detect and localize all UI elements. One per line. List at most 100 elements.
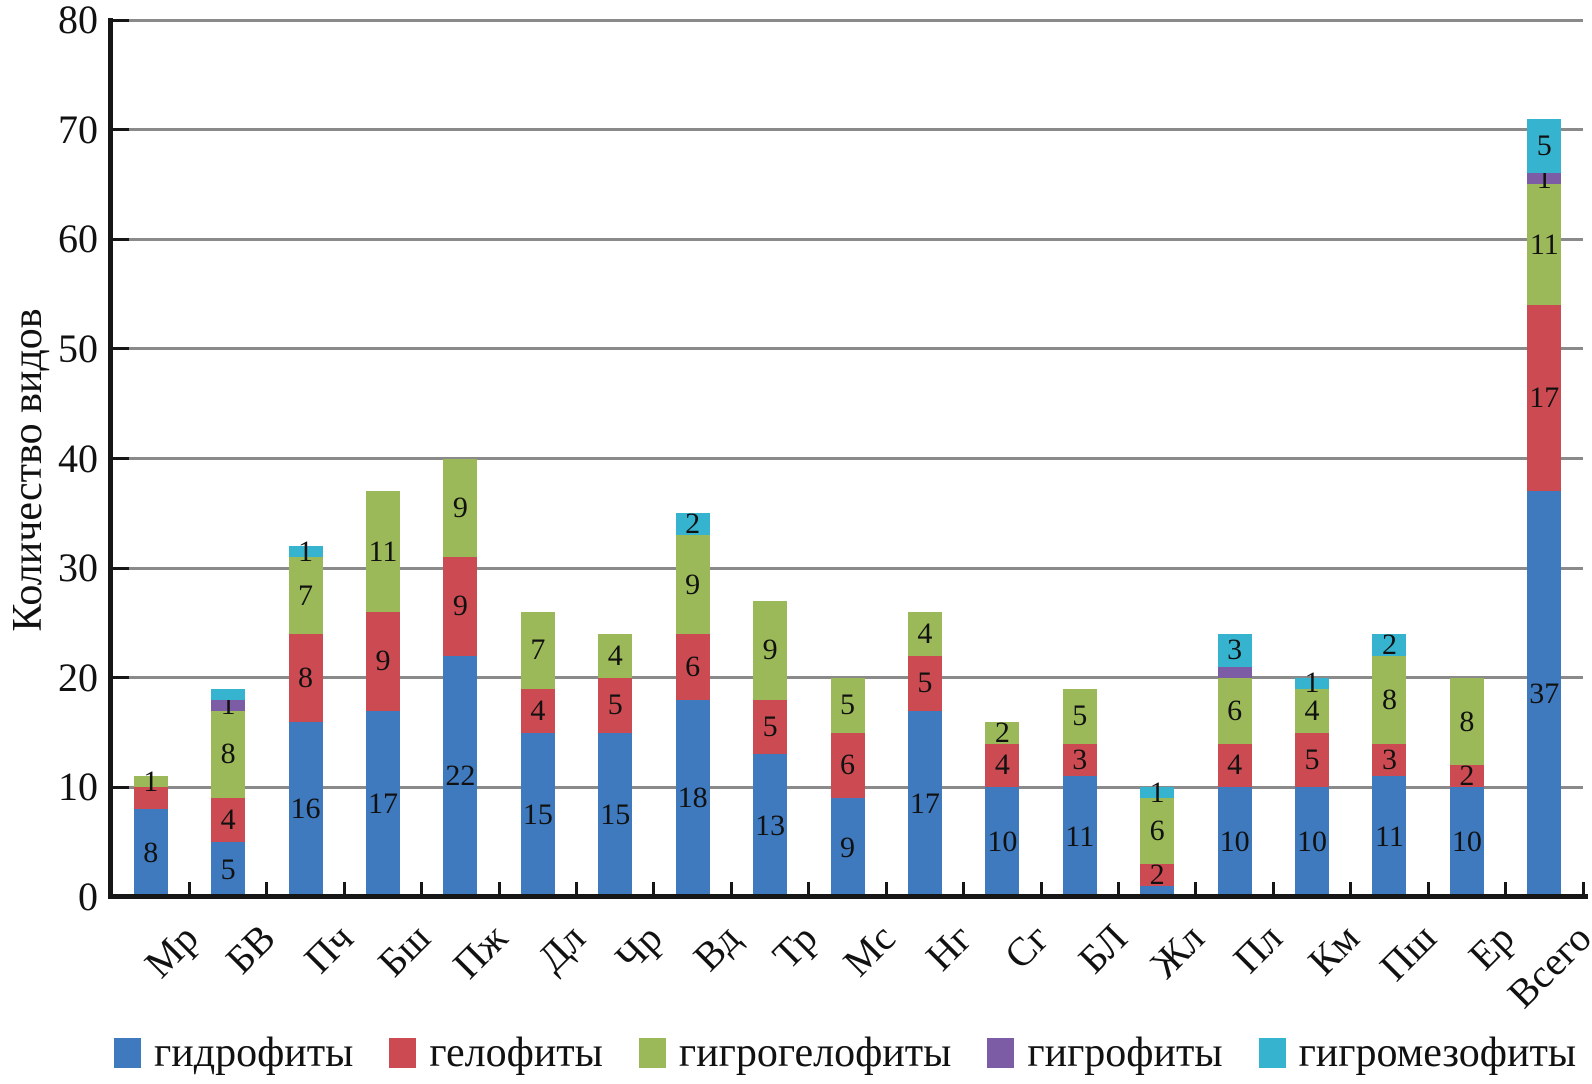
value-label-Пл-гигрогелофиты: 6 bbox=[1227, 693, 1243, 727]
bar-segment-Жл-гигромезофиты bbox=[1140, 787, 1175, 799]
x-boundary-tick-1 bbox=[187, 882, 191, 895]
bar-segment-Сг-гигрогелофиты bbox=[985, 721, 1020, 744]
y-tick-label-40: 40 bbox=[58, 435, 98, 481]
bar-segment-Пч-гидрофиты bbox=[288, 721, 323, 897]
value-label-Пч-гидрофиты: 16 bbox=[290, 792, 321, 826]
value-label-Км-гигрогелофиты: 4 bbox=[1304, 693, 1320, 727]
y-tick-10 bbox=[112, 785, 129, 789]
x-boundary-tick-3 bbox=[342, 882, 346, 895]
value-label-Нг-гидрофиты: 17 bbox=[909, 786, 940, 820]
value-label-БЛ-гелофиты: 3 bbox=[1072, 742, 1088, 776]
bar-segment-Сг-гелофиты bbox=[985, 743, 1020, 788]
value-label-Чр-гидрофиты: 15 bbox=[600, 797, 631, 831]
legend-item-гигромезофиты: гигромезофиты bbox=[1258, 1030, 1576, 1076]
value-label-Мс-гидрофиты: 9 bbox=[840, 830, 855, 864]
bar-segment-Пл-гелофиты bbox=[1217, 743, 1252, 788]
bar-segment-Вд-гигрогелофиты bbox=[675, 535, 710, 634]
bar-segment-Дл-гидрофиты bbox=[520, 732, 555, 897]
category-label-Пл: Пл bbox=[1224, 915, 1291, 982]
value-label-Мр-гигрогелофиты: 1 bbox=[143, 764, 159, 798]
category-label-Км: Км bbox=[1299, 915, 1368, 984]
x-boundary-tick-19 bbox=[1581, 882, 1585, 895]
value-label-Вд-гелофиты: 6 bbox=[685, 649, 701, 683]
x-boundary-tick-8 bbox=[729, 882, 733, 895]
bar-segment-Пш-гидрофиты bbox=[1372, 776, 1407, 897]
value-label-Тр-гидрофиты: 13 bbox=[755, 808, 786, 842]
bar-segment-Пш-гелофиты bbox=[1372, 743, 1407, 777]
bar-segment-Мс-гелофиты bbox=[830, 732, 865, 799]
value-label-БВ-гидрофиты: 5 bbox=[220, 852, 236, 886]
bar-segment-Вд-гидрофиты bbox=[675, 699, 710, 897]
bar-segment-Пл-гигрогелофиты bbox=[1217, 677, 1252, 744]
x-boundary-tick-11 bbox=[962, 882, 966, 895]
y-tick-50 bbox=[112, 347, 129, 351]
value-label-Мс-гигрогелофиты: 5 bbox=[840, 688, 855, 722]
value-label-Км-гидрофиты: 10 bbox=[1297, 825, 1328, 859]
bar-segment-Бш-гигрогелофиты bbox=[365, 491, 400, 612]
x-boundary-tick-6 bbox=[575, 882, 579, 895]
value-label-Чр-гигрогелофиты: 4 bbox=[607, 638, 623, 672]
gridline-70 bbox=[112, 128, 1583, 132]
gridline-40 bbox=[112, 457, 1583, 460]
bar-segment-Чр-гидрофиты bbox=[598, 732, 633, 897]
y-tick-label-60: 60 bbox=[58, 216, 98, 262]
legend-item-гигрофиты: гигрофиты bbox=[987, 1030, 1223, 1076]
y-axis-line bbox=[108, 18, 113, 899]
bar-segment-Всего-гигромезофиты bbox=[1527, 118, 1562, 174]
category-label-Бш: Бш bbox=[368, 915, 439, 986]
category-label-Пж: Пж bbox=[444, 915, 517, 987]
value-label-Сг-гигрогелофиты: 2 bbox=[994, 715, 1010, 749]
value-label-Пл-гидрофиты: 10 bbox=[1219, 825, 1250, 859]
y-tick-20 bbox=[112, 676, 129, 680]
value-label-Жл-гигрогелофиты: 6 bbox=[1149, 814, 1165, 848]
bar-segment-Нг-гигрогелофиты bbox=[907, 611, 942, 656]
category-label-Мс: Мс bbox=[833, 915, 904, 985]
bar-segment-Вд-гелофиты bbox=[675, 633, 710, 700]
bar-segment-БВ-гигромезофиты bbox=[211, 688, 246, 700]
bar-segment-БВ-гигрогелофиты bbox=[211, 710, 246, 799]
value-label-Пч-гигрогелофиты: 7 bbox=[298, 578, 314, 612]
value-label-Дл-гигрогелофиты: 7 bbox=[530, 633, 546, 667]
y-tick-80 bbox=[112, 18, 129, 22]
legend-label: гелофиты bbox=[429, 1030, 603, 1076]
bar-segment-БВ-гигрофиты bbox=[211, 699, 246, 711]
bar-segment-Ер-гелофиты bbox=[1449, 765, 1484, 788]
value-label-Тр-гелофиты: 5 bbox=[762, 710, 778, 744]
bar-segment-Пш-гигромезофиты bbox=[1372, 633, 1407, 656]
y-tick-30 bbox=[112, 566, 129, 570]
y-tick-label-70: 70 bbox=[58, 106, 98, 152]
value-label-Дл-гелофиты: 4 bbox=[530, 693, 546, 727]
bar-segment-Всего-гигрогелофиты bbox=[1527, 184, 1562, 306]
bar-segment-Жл-гигрогелофиты bbox=[1140, 798, 1175, 865]
y-tick-label-30: 30 bbox=[58, 545, 98, 591]
bar-segment-Км-гидрофиты bbox=[1295, 787, 1330, 897]
category-label-Всего: Всего bbox=[1498, 915, 1592, 1017]
legend-swatch-icon bbox=[1258, 1038, 1286, 1068]
x-boundary-tick-12 bbox=[1039, 882, 1043, 895]
bar-segment-Пш-гигрогелофиты bbox=[1372, 655, 1407, 744]
y-tick-label-0: 0 bbox=[78, 874, 98, 919]
category-label-Вд: Вд bbox=[684, 915, 749, 980]
bar-segment-Пж-гидрофиты bbox=[443, 655, 478, 897]
value-label-Пч-гигромезофиты: 1 bbox=[298, 534, 314, 568]
bar-segment-Км-гигромезофиты bbox=[1295, 677, 1330, 689]
gridline-50 bbox=[112, 347, 1583, 351]
bar-segment-Пл-гидрофиты bbox=[1217, 787, 1252, 897]
x-boundary-tick-14 bbox=[1194, 882, 1198, 895]
value-label-Пл-гигромезофиты: 3 bbox=[1227, 633, 1243, 667]
bar-segment-Мр-гидрофиты bbox=[133, 809, 168, 897]
value-label-Чр-гелофиты: 5 bbox=[607, 688, 623, 722]
y-tick-70 bbox=[112, 128, 129, 132]
x-boundary-tick-9 bbox=[807, 882, 811, 895]
y-tick-label-80: 80 bbox=[58, 0, 98, 42]
value-label-Пл-гелофиты: 4 bbox=[1227, 748, 1243, 782]
y-tick-40 bbox=[112, 457, 129, 460]
bar-segment-Мр-гигрогелофиты bbox=[133, 776, 168, 788]
bar-segment-Ер-гидрофиты bbox=[1449, 787, 1484, 897]
gridline-60 bbox=[112, 237, 1583, 241]
value-label-Сг-гидрофиты: 10 bbox=[987, 825, 1018, 859]
bar-segment-Жл-гелофиты bbox=[1140, 864, 1175, 887]
x-boundary-tick-10 bbox=[884, 882, 888, 895]
x-boundary-tick-13 bbox=[1116, 882, 1120, 895]
bar-segment-Пл-гигрофиты bbox=[1217, 666, 1252, 678]
